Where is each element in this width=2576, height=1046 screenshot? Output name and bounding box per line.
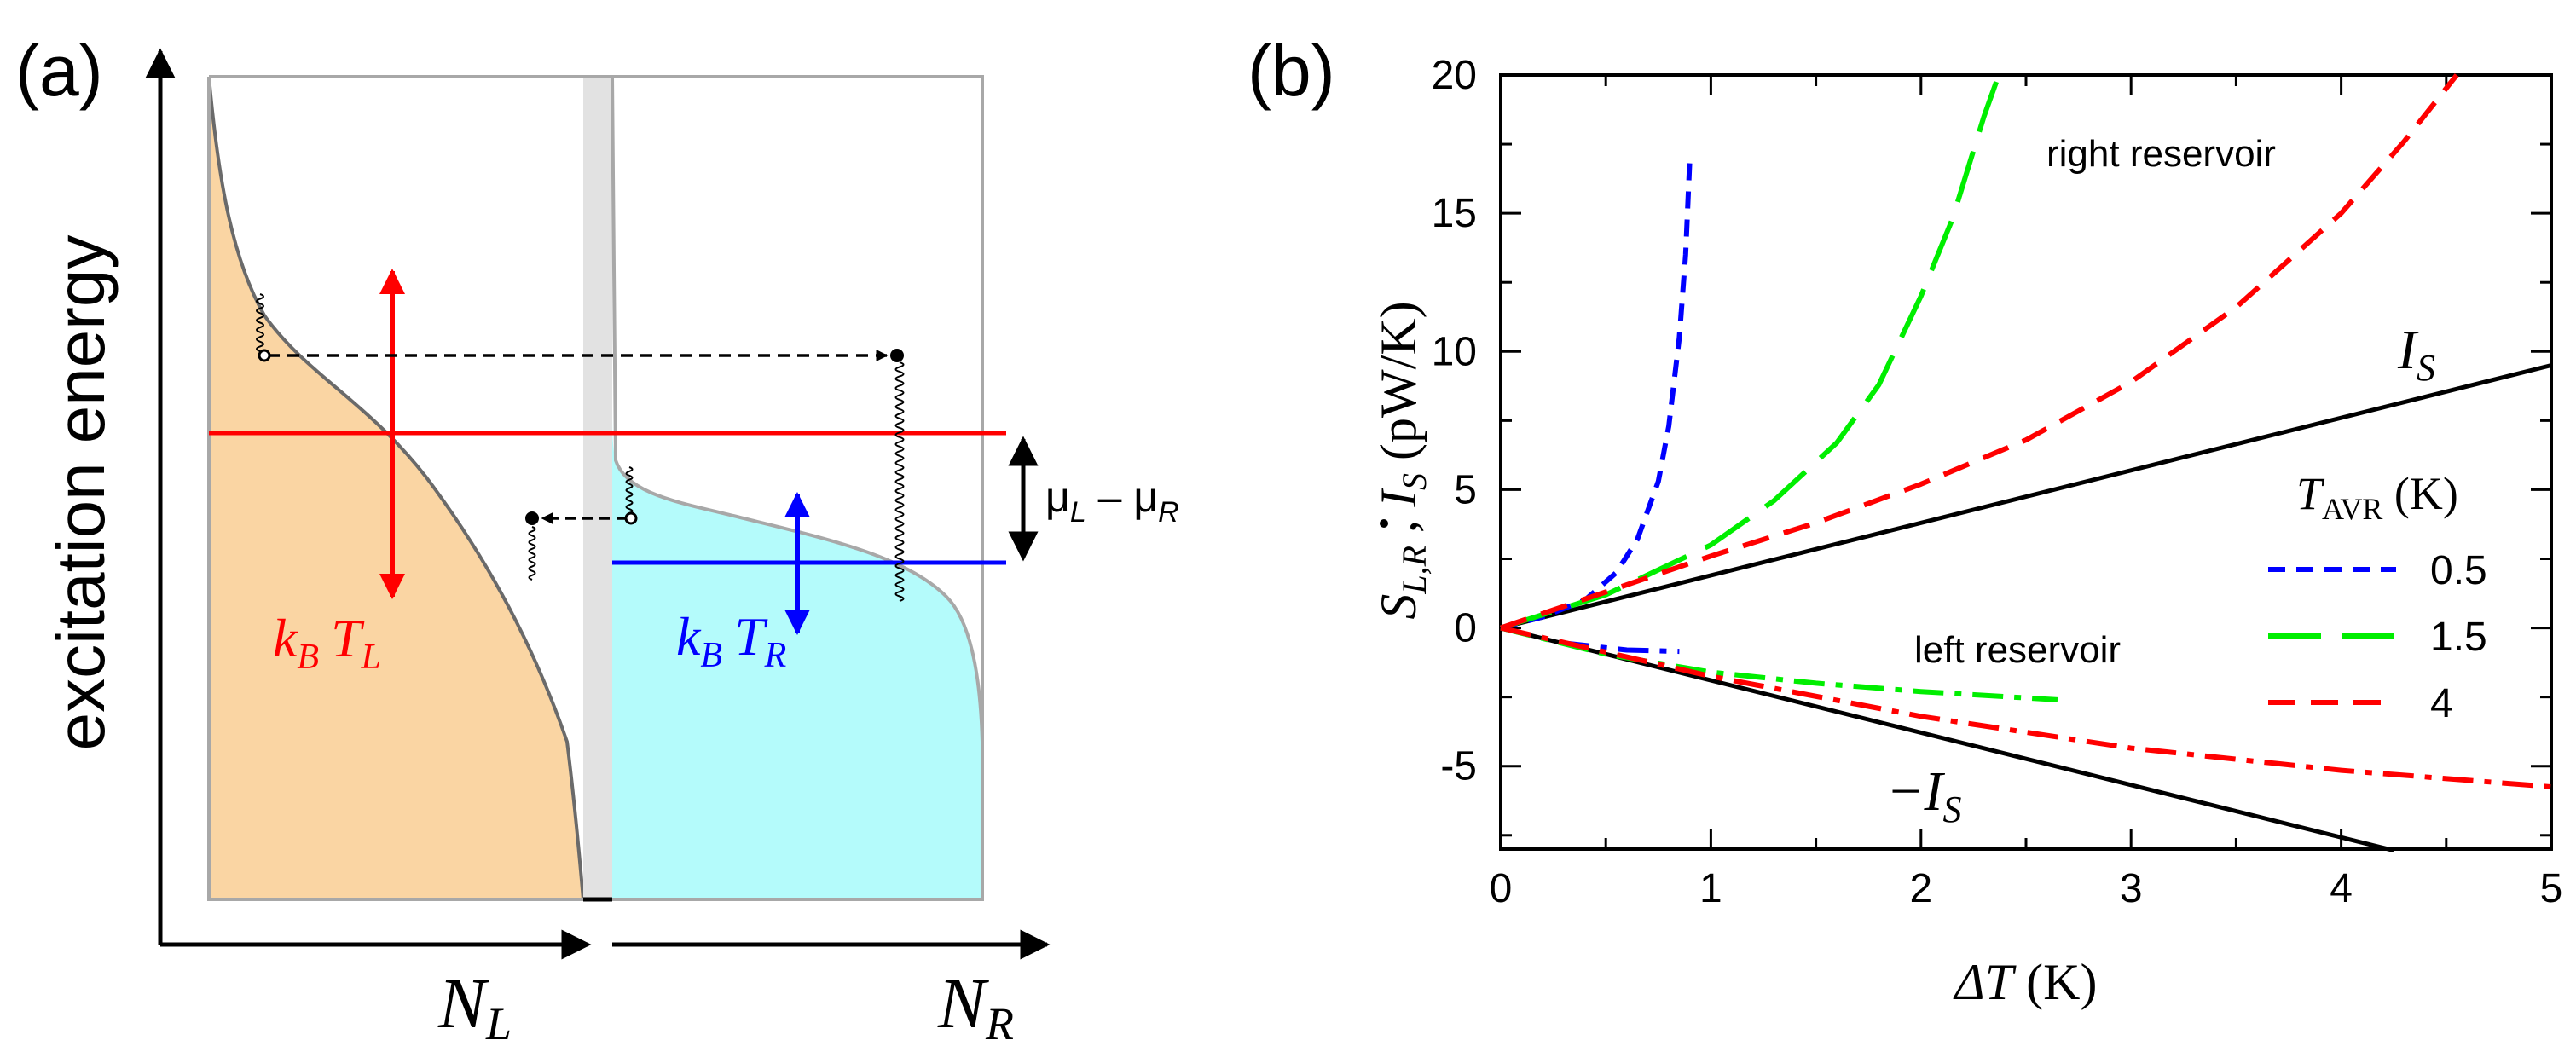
- y-tick-label: 20: [1432, 53, 1477, 98]
- panel-a-label: (a): [15, 31, 103, 111]
- neg-is-line-annotation: −IS: [1886, 760, 1962, 830]
- y-label-dot: [1380, 519, 1388, 528]
- series-line: [1500, 73, 2001, 631]
- legend-entry-label: 0.5: [2430, 548, 2487, 593]
- x-tick-label: 3: [2120, 866, 2143, 911]
- phonon-wiggle-upper-left: [256, 293, 264, 352]
- left-reservoir-annotation: left reservoir: [1914, 629, 2121, 671]
- y-tick-label: -5: [1440, 744, 1477, 789]
- y-tick-label: 10: [1432, 329, 1477, 374]
- nr-axis-label: NR: [937, 964, 1014, 1046]
- panel-b-label: (b): [1247, 31, 1335, 111]
- tick-labels: 0 1 2 3 4 5 -5 0 5 10 15 20: [1432, 53, 2563, 911]
- right-reservoir-frame: [209, 75, 984, 901]
- left-distribution-curve: [207, 76, 585, 900]
- x-axis-label: ΔT (K): [1954, 954, 2098, 1010]
- legend-title: TAVR (K): [2296, 468, 2458, 526]
- legend-entry-label: 4: [2430, 681, 2453, 726]
- left-temperature-label: kB TL: [273, 608, 381, 677]
- phonon-wiggle-lower-left: [528, 526, 536, 581]
- y-tick-label: 15: [1432, 191, 1477, 236]
- right-reservoir-annotation: right reservoir: [2046, 133, 2276, 175]
- left-reservoir-frame: [207, 77, 583, 901]
- mu-difference-label: μL – μR: [1045, 473, 1179, 529]
- series-layer: [1500, 73, 2552, 853]
- phonon-wiggle-lower-right: [625, 466, 634, 514]
- y-axis-label: SL,R , IS (pW/K): [1370, 301, 1433, 619]
- y-tick-label: 0: [1454, 606, 1477, 651]
- series-line: [1500, 73, 2459, 631]
- nl-axis-label: NL: [437, 964, 512, 1046]
- series-line: [1500, 625, 2552, 789]
- right-temperature-label: kB TR: [676, 606, 786, 675]
- right-distribution-curve: [611, 76, 984, 899]
- series-line: [1500, 363, 2552, 631]
- energy-axis-label: excitation energy: [43, 235, 119, 751]
- panel-b-chart: (b) 0 1 2 3 4 5 -5 0 5 10 15 20 SL,R , IS (pW/K) ΔT…: [1247, 31, 2562, 1010]
- tunneling-process-upper: [258, 349, 904, 362]
- tunnel-barrier: [583, 77, 612, 899]
- series-line: [1500, 626, 2394, 853]
- x-tick-label: 4: [2330, 866, 2353, 911]
- legend: TAVR (K) 0.5 1.5 4: [2268, 468, 2487, 726]
- panel-a-diagram: (a) excitation energy NL NR μL – μR kB TL…: [15, 31, 1179, 1046]
- plot-frame: [1499, 73, 2553, 851]
- y-tick-label: 5: [1454, 467, 1477, 512]
- right-reservoir-fill: [612, 401, 982, 899]
- x-tick-label: 2: [1909, 866, 1932, 911]
- x-tick-label: 1: [1699, 866, 1722, 911]
- x-tick-label: 5: [2540, 866, 2563, 911]
- is-line-annotation: IS: [2397, 319, 2435, 389]
- phonon-wiggle-upper-right: [894, 361, 905, 602]
- left-reservoir-fill: [209, 77, 583, 899]
- legend-entry-label: 1.5: [2430, 615, 2487, 660]
- x-tick-label: 0: [1490, 866, 1513, 911]
